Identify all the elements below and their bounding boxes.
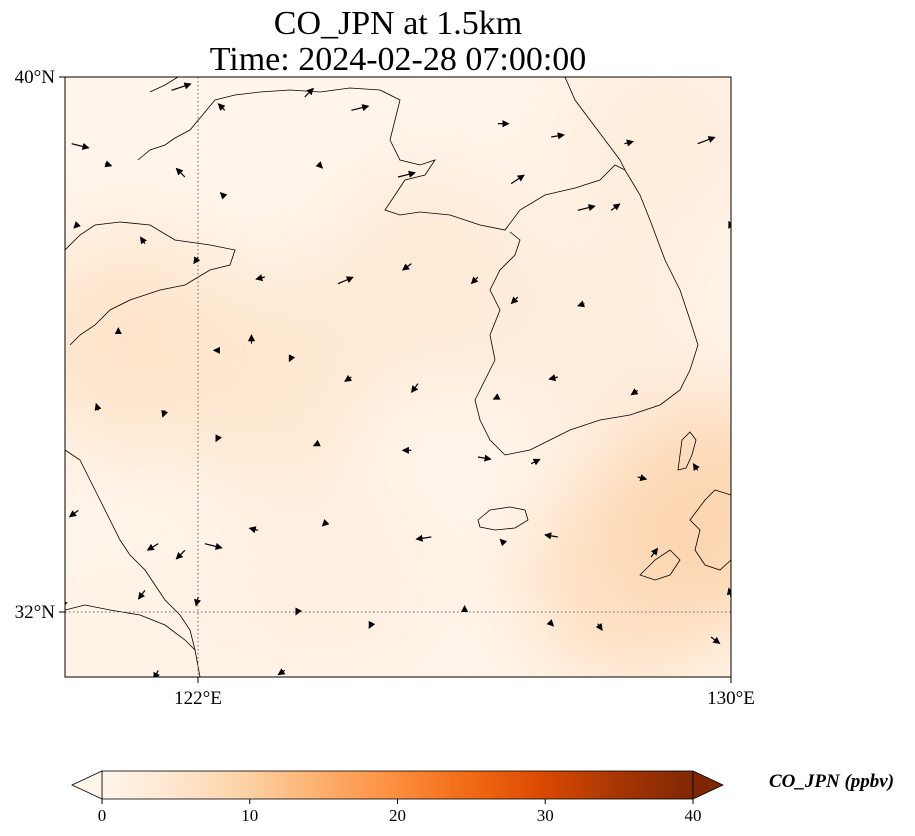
wind-arrow-63 bbox=[710, 636, 721, 645]
concentration-field bbox=[65, 77, 731, 677]
wind-arrow-10 bbox=[175, 167, 186, 178]
wind-arrow-72 bbox=[696, 717, 698, 725]
wind-arrow-15 bbox=[577, 204, 596, 212]
wind-arrow-33 bbox=[492, 393, 501, 400]
colorbar-extend-min bbox=[71, 770, 103, 800]
wind-arrow-7 bbox=[624, 139, 635, 147]
wind-arrow-4 bbox=[351, 104, 370, 112]
wind-arrow-34 bbox=[548, 374, 558, 382]
wind-arrow-56 bbox=[137, 589, 146, 600]
wind-arrow-23 bbox=[401, 263, 412, 271]
wind-arrow-26 bbox=[577, 300, 586, 308]
ytick-label-32: 32°N bbox=[15, 602, 56, 623]
wind-arrow-64 bbox=[78, 684, 80, 690]
wind-arrow-31 bbox=[344, 374, 353, 382]
wind-arrow-43 bbox=[637, 474, 648, 482]
colorbar-tick-label-20: 20 bbox=[389, 806, 406, 825]
colorbar-body bbox=[101, 770, 694, 800]
xtick-label-130: 130°E bbox=[707, 688, 755, 709]
wind-arrow-0 bbox=[71, 142, 90, 150]
wind-arrow-22 bbox=[337, 276, 354, 285]
wind-arrow-6 bbox=[551, 132, 565, 140]
wind-arrow-59 bbox=[368, 620, 376, 629]
chart-title: CO_JPN at 1.5km bbox=[274, 5, 522, 42]
wind-arrow-46 bbox=[146, 543, 159, 551]
wind-arrow-61 bbox=[546, 618, 555, 627]
wind-arrow-52 bbox=[499, 538, 508, 547]
wind-arrow-50 bbox=[321, 518, 330, 527]
wind-arrow-2 bbox=[217, 103, 226, 111]
field-sample-1 bbox=[154, 267, 375, 487]
colorbar-tick-label-10: 10 bbox=[241, 806, 258, 825]
wind-arrow-66 bbox=[277, 668, 286, 676]
wind-arrow-24 bbox=[470, 276, 479, 285]
wind-arrow-1 bbox=[171, 82, 192, 91]
wind-arrow-32 bbox=[410, 383, 419, 394]
wind-arrow-44 bbox=[692, 463, 700, 472]
wind-arrow-58 bbox=[295, 607, 302, 616]
ytick-label-40: 40°N bbox=[15, 67, 56, 88]
wind-arrow-8 bbox=[697, 136, 716, 145]
field-sample-3 bbox=[487, 233, 708, 454]
wind-arrow-65 bbox=[153, 670, 160, 677]
wind-arrow-12 bbox=[315, 161, 324, 169]
chart-subtitle: Time: 2024-02-28 07:00:00 bbox=[210, 41, 587, 78]
wind-arrow-37 bbox=[161, 409, 169, 418]
wind-arrow-54 bbox=[650, 547, 659, 558]
wind-arrow-53 bbox=[544, 532, 558, 540]
wind-arrow-16 bbox=[610, 203, 621, 211]
field-sample-2 bbox=[321, 167, 542, 387]
wind-arrow-71 bbox=[649, 693, 651, 704]
wind-arrow-30 bbox=[288, 354, 296, 363]
wind-arrow-49 bbox=[248, 526, 259, 534]
wind-arrow-68 bbox=[492, 710, 498, 712]
field-sample-8 bbox=[554, 77, 731, 254]
field-sample-4 bbox=[65, 533, 242, 677]
wind-arrow-47 bbox=[175, 549, 186, 560]
wind-arrow-9 bbox=[104, 160, 113, 168]
wind-arrow-39 bbox=[312, 439, 321, 447]
colorbar-tick-label-40: 40 bbox=[685, 806, 702, 825]
wind-arrow-67 bbox=[432, 690, 438, 692]
wind-arrow-11 bbox=[219, 191, 228, 200]
wind-arrow-3 bbox=[304, 87, 315, 98]
colorbar-tick-label-0: 0 bbox=[98, 806, 107, 825]
colorbar: 0 10 20 30 40 CO_JPN (ppbv) bbox=[71, 770, 894, 825]
map-frame bbox=[64, 76, 732, 678]
field-sample-5 bbox=[221, 467, 442, 677]
wind-arrow-42 bbox=[530, 458, 541, 466]
field-sample-7 bbox=[607, 400, 731, 621]
wind-arrow-51 bbox=[415, 534, 432, 542]
wind-arrow-70 bbox=[622, 722, 624, 730]
wind-arrow-25 bbox=[510, 296, 519, 305]
map-panel bbox=[65, 77, 731, 736]
wind-arrow-36 bbox=[94, 402, 102, 411]
wind-arrow-19 bbox=[140, 236, 148, 245]
colorbar-tick-label-30: 30 bbox=[537, 806, 554, 825]
wind-arrow-69 bbox=[538, 730, 544, 736]
wind-arrow-21 bbox=[255, 274, 265, 282]
xtick-label-122: 122°E bbox=[174, 688, 222, 709]
wind-arrow-41 bbox=[477, 454, 492, 462]
colorbar-label: CO_JPN (ppbv) bbox=[769, 771, 894, 792]
wind-arrow-48 bbox=[204, 542, 223, 550]
coastlines bbox=[65, 77, 731, 677]
wind-arrow-38 bbox=[215, 434, 222, 443]
colorbar-extend-max bbox=[692, 770, 724, 800]
wind-arrow-35 bbox=[630, 388, 639, 396]
wind-arrow-45 bbox=[68, 509, 79, 518]
wind-vectors bbox=[65, 82, 731, 736]
wind-arrow-62 bbox=[595, 622, 603, 631]
wind-arrow-20 bbox=[193, 256, 201, 265]
wind-arrow-18 bbox=[73, 221, 81, 229]
wind-arrow-13 bbox=[397, 170, 416, 178]
wind-arrow-14 bbox=[510, 174, 525, 185]
wind-arrow-57 bbox=[194, 596, 202, 607]
